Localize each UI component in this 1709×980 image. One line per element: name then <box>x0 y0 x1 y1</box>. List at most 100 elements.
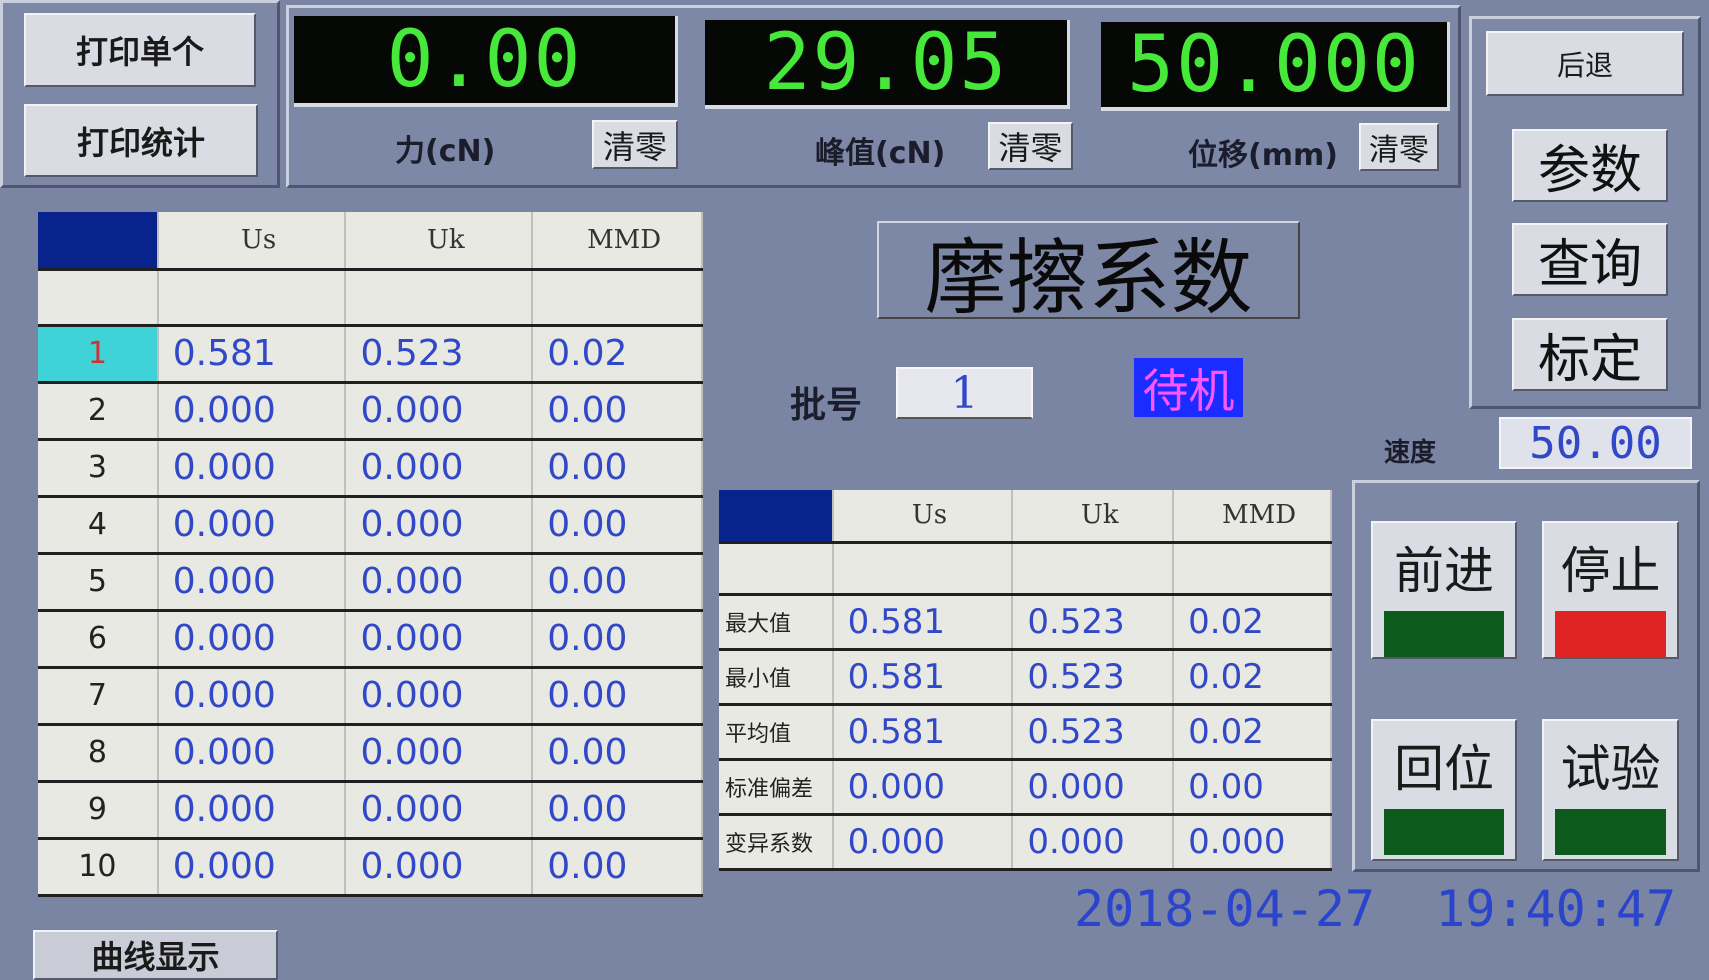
row-index: 9 <box>38 781 159 840</box>
value-cell: 0.000 <box>1012 814 1175 871</box>
value-cell: 0.000 <box>157 724 347 783</box>
batch-field[interactable]: 1 <box>896 367 1033 419</box>
row-index: 3 <box>38 439 159 498</box>
blank-cell <box>719 542 834 596</box>
column-header: Us <box>157 212 347 271</box>
print-single-button[interactable]: 打印单个 <box>24 13 256 87</box>
value-cell: 0.000 <box>345 724 534 783</box>
value-cell: 0.00 <box>1173 759 1332 816</box>
value-cell: 0.000 <box>157 781 347 840</box>
value-cell: 0.00 <box>532 553 703 612</box>
value-cell: 0.00 <box>532 667 703 726</box>
displacement-zero-button[interactable]: 清零 <box>1359 123 1439 171</box>
value-cell: 0.000 <box>345 838 534 897</box>
row-index: 2 <box>38 382 159 441</box>
stats-row: 标准偏差 0.000 0.000 0.00 <box>719 759 1332 816</box>
value-cell: 0.581 <box>832 649 1014 706</box>
value-cell: 0.02 <box>1173 649 1332 706</box>
calibrate-button[interactable]: 标定 <box>1512 318 1668 391</box>
stats-row: 最大值 0.581 0.523 0.02 <box>719 594 1332 651</box>
indicator-lamp <box>1384 611 1504 657</box>
row-index: 6 <box>38 610 159 669</box>
peak-display: 29.05 <box>705 18 1070 109</box>
query-button[interactable]: 查询 <box>1512 223 1668 296</box>
blank-cell <box>1173 542 1332 596</box>
row-index: 5 <box>38 553 159 612</box>
blank-cell <box>532 269 703 327</box>
table-row[interactable]: 10 0.000 0.000 0.00 <box>38 838 703 897</box>
stats-row: 最小值 0.581 0.523 0.02 <box>719 649 1332 706</box>
peak-zero-button[interactable]: 清零 <box>988 122 1073 170</box>
params-button[interactable]: 参数 <box>1512 129 1668 202</box>
force-label: 力(cN) <box>395 134 496 169</box>
value-cell: 0.000 <box>1173 814 1332 871</box>
blank-row <box>38 269 703 327</box>
value-cell: 0.00 <box>532 496 703 555</box>
print-stats-button[interactable]: 打印统计 <box>24 104 258 177</box>
header-row: Us Uk MMD <box>719 490 1332 544</box>
blank-cell <box>1012 542 1175 596</box>
row-index: 7 <box>38 667 159 726</box>
forward-button-label: 前进 <box>1394 542 1494 600</box>
corner-cell <box>38 212 159 271</box>
test-button[interactable]: 试验 <box>1542 719 1679 861</box>
value-cell: 0.000 <box>157 610 347 669</box>
table-row[interactable]: 7 0.000 0.000 0.00 <box>38 667 703 726</box>
speed-field[interactable]: 50.00 <box>1499 417 1692 469</box>
column-header: Uk <box>345 212 534 271</box>
value-cell: 0.000 <box>157 667 347 726</box>
table-row[interactable]: 1 0.581 0.523 0.02 <box>38 325 703 384</box>
stats-row: 变异系数 0.000 0.000 0.000 <box>719 814 1332 871</box>
status-badge: 待机 <box>1134 358 1243 418</box>
value-cell: 0.00 <box>532 382 703 441</box>
value-cell: 0.02 <box>1173 594 1332 651</box>
value-cell: 0.523 <box>345 325 534 384</box>
blank-cell <box>832 542 1014 596</box>
test-button-label: 试验 <box>1560 740 1661 798</box>
value-cell: 0.523 <box>1012 704 1175 761</box>
value-cell: 0.00 <box>532 439 703 498</box>
table-row[interactable]: 5 0.000 0.000 0.00 <box>38 553 703 612</box>
results-table: Us Uk MMD 1 0.581 0.523 0.02 2 0.000 0.000 0.00 3 0.… <box>38 212 703 897</box>
column-header: MMD <box>532 212 703 271</box>
back-button[interactable]: 后退 <box>1486 31 1684 96</box>
row-index: 10 <box>38 838 159 897</box>
value-cell: 0.000 <box>345 439 534 498</box>
displacement-label: 位移(mm) <box>1188 138 1338 173</box>
table-row[interactable]: 4 0.000 0.000 0.00 <box>38 496 703 555</box>
indicator-lamp <box>1554 611 1667 657</box>
row-index: 1 <box>38 325 159 384</box>
row-label: 最大值 <box>719 594 834 651</box>
value-cell: 0.000 <box>345 610 534 669</box>
force-display: 0.00 <box>294 15 678 107</box>
value-cell: 0.02 <box>532 325 703 384</box>
home-button[interactable]: 回位 <box>1371 719 1517 861</box>
row-label: 最小值 <box>719 649 834 706</box>
table-row[interactable]: 8 0.000 0.000 0.00 <box>38 724 703 783</box>
datetime: 2018-04-27 19:40:47 <box>1074 880 1677 938</box>
table-row[interactable]: 9 0.000 0.000 0.00 <box>38 781 703 840</box>
value-cell: 0.000 <box>345 496 534 555</box>
value-cell: 0.523 <box>1012 649 1175 706</box>
forward-button[interactable]: 前进 <box>1371 521 1517 659</box>
table-row[interactable]: 6 0.000 0.000 0.00 <box>38 610 703 669</box>
blank-cell <box>38 269 159 327</box>
row-index: 4 <box>38 496 159 555</box>
peak-label: 峰值(cN) <box>815 136 946 171</box>
curve-display-tab[interactable]: 曲线显示 <box>33 930 278 980</box>
value-cell: 0.000 <box>157 553 347 612</box>
stats-table: Us Uk MMD 最大值 0.581 0.523 0.02 最小值 0.581 0.523 0.0… <box>719 490 1332 871</box>
value-cell: 0.02 <box>1173 704 1332 761</box>
value-cell: 0.000 <box>157 382 347 441</box>
indicator-lamp <box>1554 809 1667 855</box>
force-zero-button[interactable]: 清零 <box>592 120 678 169</box>
table-row[interactable]: 3 0.000 0.000 0.00 <box>38 439 703 498</box>
value-cell: 0.581 <box>157 325 347 384</box>
value-cell: 0.000 <box>832 814 1014 871</box>
value-cell: 0.000 <box>157 439 347 498</box>
table-row[interactable]: 2 0.000 0.000 0.00 <box>38 382 703 441</box>
stats-row: 平均值 0.581 0.523 0.02 <box>719 704 1332 761</box>
value-cell: 0.000 <box>345 553 534 612</box>
stop-button[interactable]: 停止 <box>1542 521 1679 659</box>
corner-cell <box>719 490 834 544</box>
